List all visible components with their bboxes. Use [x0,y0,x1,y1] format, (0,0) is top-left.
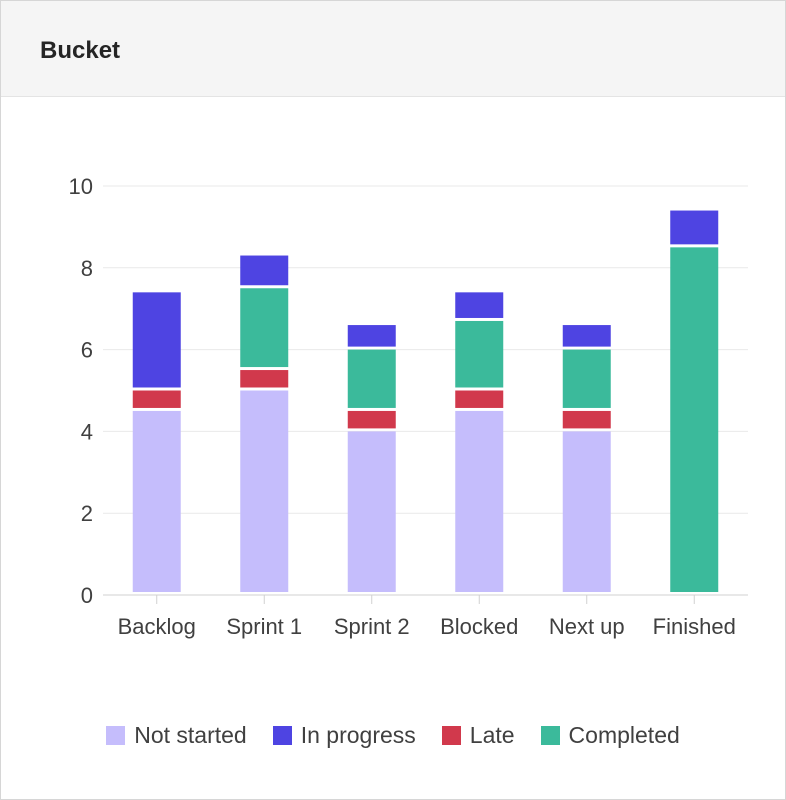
bar-segment [240,288,289,368]
bar-segment [240,255,289,286]
bar-segment [132,390,181,408]
bar-segment [240,370,289,388]
bar-segment [562,431,611,592]
bar-segment [347,431,396,592]
bar-segment [455,292,504,318]
bar-segment [132,410,181,592]
x-tick-label: Finished [653,614,736,639]
legend-label: In progress [300,722,416,748]
bar-segment [562,410,611,429]
y-tick-label: 6 [81,338,93,363]
bar-segment [347,349,396,408]
y-tick-label: 4 [81,419,93,444]
legend-item[interactable]: Completed [540,722,680,749]
bucket-chart: 0 2 4 6 8 10 Backlog Sprint 1 Sprint 2 Blocked Nex… [69,174,748,639]
legend-swatch [106,726,126,745]
x-tick-label: Blocked [440,614,518,639]
card-header: Bucket [1,1,785,97]
y-tick-label: 10 [69,174,93,199]
x-tick-label: Backlog [118,614,196,639]
legend-swatch [441,726,461,745]
chart-legend: Not started In progress Late Completed [0,722,786,749]
legend-label: Not started [134,722,247,748]
legend-item[interactable]: Not started [106,722,247,749]
bar-segment [562,325,611,347]
y-tick-label: 0 [81,583,93,608]
x-tick-label: Sprint 2 [334,614,410,639]
bar-segment [455,320,504,388]
legend-label: Late [469,722,515,748]
bar-segment [455,410,504,592]
legend-item[interactable]: Late [441,722,515,749]
y-tick-label: 2 [81,501,93,526]
bar-segment [455,390,504,408]
card-title: Bucket [40,37,121,64]
bar-segment [132,292,181,388]
legend-swatch [272,726,292,745]
legend-item[interactable]: In progress [272,722,416,749]
bar-segment [670,210,719,245]
bar-segment [562,349,611,408]
x-tick-label: Next up [549,614,625,639]
bar-segment [240,390,289,592]
bar-segment [347,410,396,429]
x-tick-label: Sprint 1 [226,614,302,639]
legend-swatch [540,726,560,745]
bar-segment [670,247,719,592]
bar-segment [347,325,396,347]
y-tick-label: 8 [81,256,93,281]
legend-label: Completed [568,722,680,748]
